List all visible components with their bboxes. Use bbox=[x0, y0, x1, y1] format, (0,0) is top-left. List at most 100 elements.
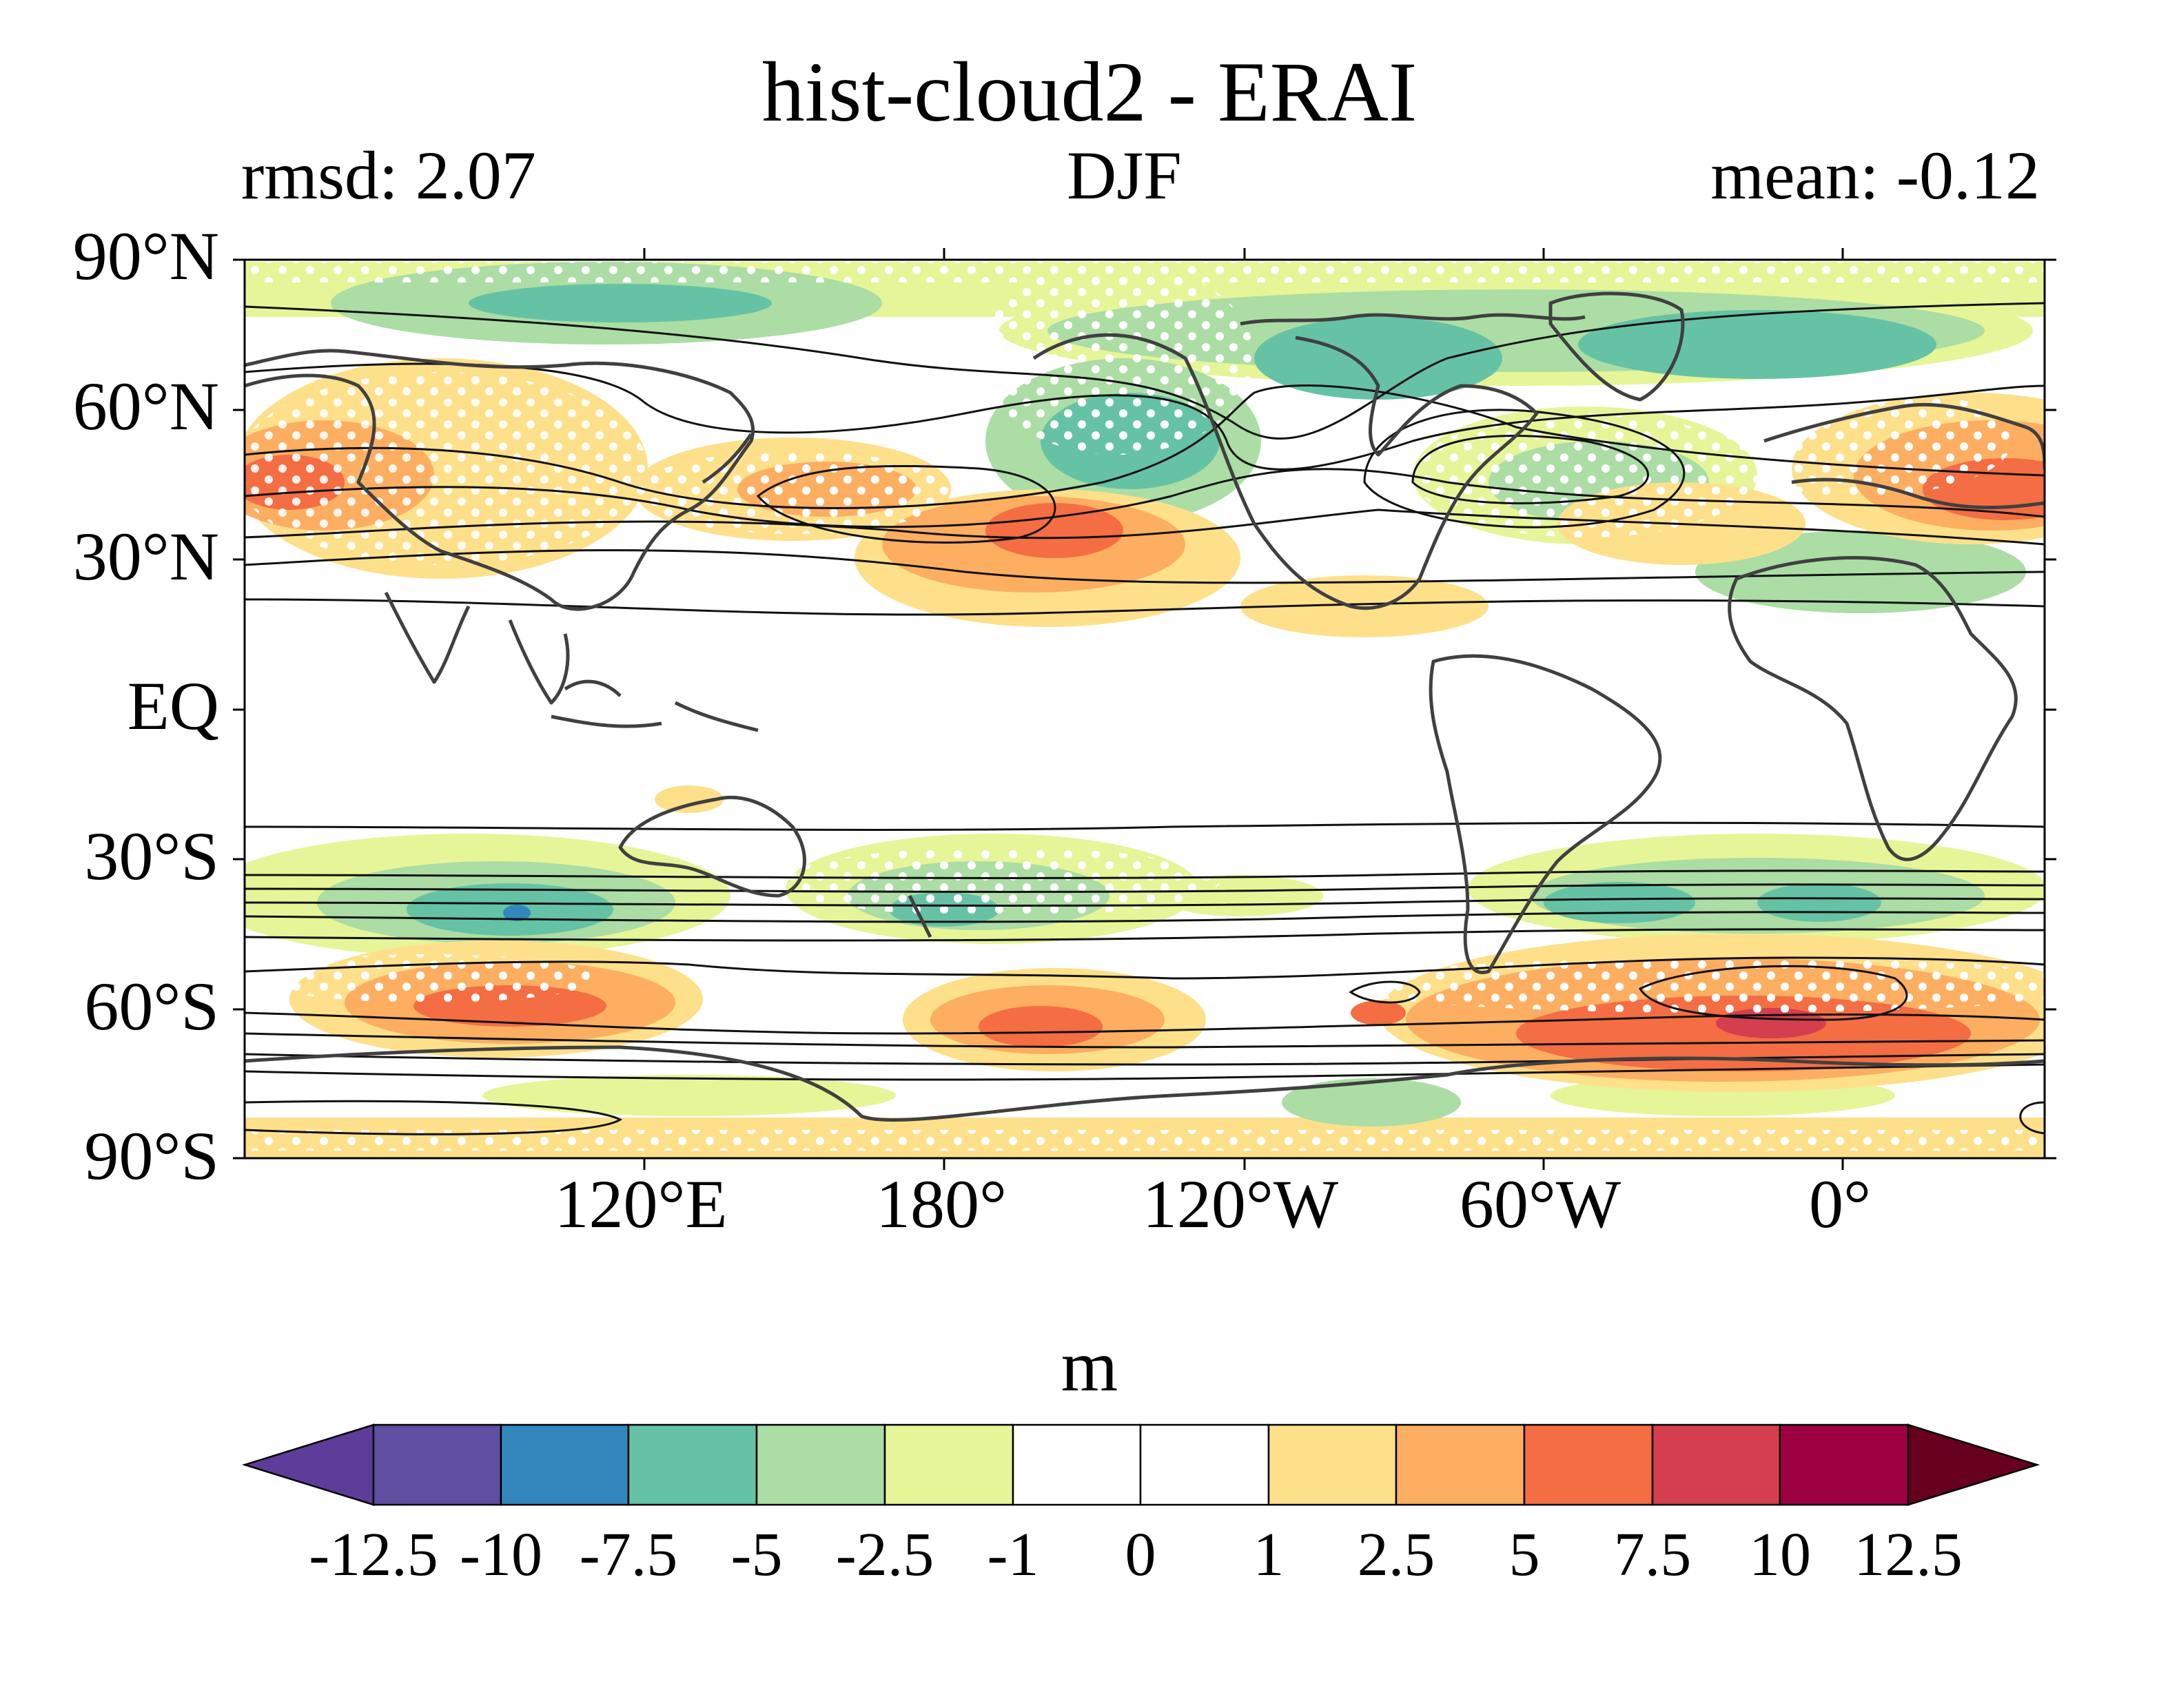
anomaly-region bbox=[482, 1075, 896, 1116]
anomaly-region bbox=[1351, 1000, 1406, 1025]
stipple-area bbox=[245, 1130, 2045, 1151]
map-area bbox=[245, 260, 2045, 1158]
map-title: hist-cloud2 - ERAI bbox=[761, 45, 1418, 139]
colorbar-bin bbox=[755, 1423, 886, 1506]
colorbar-tick: 10 bbox=[1749, 1521, 1811, 1589]
anomaly-region bbox=[655, 785, 724, 813]
anomaly-region bbox=[985, 503, 1123, 558]
contour-line bbox=[245, 870, 2045, 879]
anomaly-region bbox=[1578, 310, 1936, 379]
contour-line bbox=[245, 956, 2045, 980]
coastline bbox=[1032, 333, 1539, 610]
colorbar-tick: 7.5 bbox=[1613, 1521, 1692, 1589]
contour-line bbox=[1363, 409, 1686, 528]
colorbar-bin bbox=[1523, 1423, 1654, 1506]
lat-label-eq: EQ bbox=[127, 668, 219, 744]
colorbar-bin bbox=[883, 1423, 1014, 1506]
contour-line bbox=[245, 883, 2045, 893]
colorbar-tick: 2.5 bbox=[1357, 1521, 1435, 1589]
lat-label-30n: 30°N bbox=[72, 518, 219, 595]
anomaly-region bbox=[1282, 1078, 1461, 1126]
coastline bbox=[908, 894, 932, 938]
colorbar-tick: -5 bbox=[730, 1521, 783, 1589]
contour-line bbox=[245, 384, 2045, 509]
colorbar-tick: -1 bbox=[987, 1521, 1039, 1589]
colorbar-extend-high bbox=[1907, 1423, 2040, 1506]
contour-line bbox=[245, 897, 2045, 907]
contour-line bbox=[756, 464, 1056, 544]
contour-line bbox=[245, 508, 2045, 546]
colorbar bbox=[241, 1423, 2040, 1506]
axis-ticks bbox=[233, 248, 2056, 1170]
colorbar-bin bbox=[372, 1423, 502, 1506]
contour-line bbox=[245, 598, 2045, 616]
stipple-area bbox=[779, 847, 1220, 916]
mean-label: mean: -0.12 bbox=[1710, 137, 2040, 214]
anomaly-region bbox=[1240, 575, 1489, 637]
season-label: DJF bbox=[1067, 137, 1182, 214]
colorbar-tick: 12.5 bbox=[1854, 1521, 1963, 1589]
lat-label-60n: 60°N bbox=[72, 368, 219, 444]
contour-line bbox=[245, 928, 2045, 942]
anomaly-region bbox=[1695, 531, 2026, 613]
contour-line bbox=[245, 1032, 2045, 1049]
coastline bbox=[245, 1045, 2045, 1122]
colorbar-tick: 1 bbox=[1253, 1521, 1285, 1589]
stipple-area bbox=[979, 262, 1254, 455]
contour-line bbox=[245, 821, 2045, 831]
rmsd-label: rmsd: 2.07 bbox=[241, 137, 536, 214]
contour-line bbox=[245, 911, 2045, 923]
lat-label-30s: 30°S bbox=[84, 818, 219, 894]
colorbar-tick: 5 bbox=[1508, 1521, 1540, 1589]
colorbar-tick: -10 bbox=[460, 1521, 542, 1589]
coastline bbox=[245, 349, 755, 611]
coastline bbox=[508, 619, 570, 705]
coastlines bbox=[245, 291, 2045, 1122]
contour-line bbox=[245, 1063, 2045, 1081]
stipple-area bbox=[1337, 958, 2045, 1013]
coastline bbox=[1548, 291, 1685, 402]
colorbar-tick: -2.5 bbox=[835, 1521, 934, 1589]
stipple-area bbox=[245, 372, 648, 565]
coastline bbox=[618, 795, 806, 898]
colorbar-bin bbox=[627, 1423, 758, 1506]
colorbar-unit: m bbox=[1061, 1326, 1118, 1406]
colorbar-tick: -12.5 bbox=[309, 1521, 438, 1589]
colorbar-bin bbox=[1012, 1423, 1142, 1506]
contour-line bbox=[2019, 1101, 2045, 1135]
lon-label-0: 0° bbox=[1809, 1166, 1871, 1242]
anomaly-region bbox=[503, 905, 531, 921]
coastline bbox=[1240, 313, 1586, 326]
colorbar-tick: 0 bbox=[1125, 1521, 1156, 1589]
climatology-contours bbox=[245, 302, 2045, 1135]
contour-line bbox=[245, 1100, 623, 1135]
coastline bbox=[1763, 402, 2045, 510]
coastline bbox=[1728, 556, 2018, 861]
contour-line bbox=[245, 468, 2045, 528]
significance-stipple bbox=[245, 262, 2045, 1151]
stipple-area bbox=[1709, 386, 2012, 496]
anomaly-region bbox=[1757, 883, 1881, 922]
stipple-area bbox=[255, 954, 600, 1002]
lon-label-120w: 120°W bbox=[1142, 1166, 1339, 1242]
contour-line bbox=[1411, 435, 1649, 504]
lon-label-180: 180° bbox=[876, 1166, 1007, 1242]
lat-label-90s: 90°S bbox=[84, 1118, 219, 1194]
coastline bbox=[551, 679, 759, 732]
coastline bbox=[384, 591, 471, 684]
anomaly-region bbox=[1254, 317, 1502, 400]
contour-line bbox=[245, 1011, 2045, 1035]
colorbar-bin bbox=[500, 1423, 630, 1506]
lat-label-90n: 90°N bbox=[72, 218, 219, 294]
lon-label-120e: 120°E bbox=[554, 1166, 728, 1242]
lat-label-60s: 60°S bbox=[84, 968, 219, 1045]
colorbar-extend-low bbox=[241, 1423, 375, 1506]
colorbar-bin bbox=[1267, 1423, 1398, 1506]
stipple-area bbox=[1413, 413, 1757, 537]
contour-line bbox=[245, 302, 2045, 440]
colorbar-bin bbox=[1139, 1423, 1270, 1506]
anomaly-region bbox=[469, 284, 772, 322]
colorbar-bin bbox=[1395, 1423, 1526, 1506]
colorbar-bin bbox=[1779, 1423, 1910, 1506]
